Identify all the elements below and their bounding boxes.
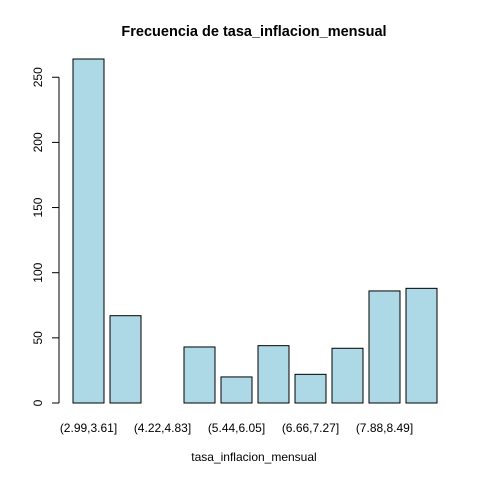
x-tick-label-(4.22,4.83]: (4.22,4.83]	[134, 421, 191, 435]
y-tick-label-200: 200	[31, 132, 45, 152]
bar-(4.83,5.44]	[183, 346, 216, 404]
bar-(7.27,7.88]	[331, 347, 364, 404]
bars-group	[72, 58, 438, 404]
bar-(5.44,6.05]	[220, 376, 253, 404]
x-tick-label-(7.88,8.49]: (7.88,8.49]	[356, 421, 413, 435]
y-tick-label-100: 100	[31, 262, 45, 282]
y-axis: 0 50 100 150 200 250	[31, 67, 60, 406]
y-tick-label-50: 50	[31, 331, 45, 345]
x-axis-title: tasa_inflacion_mensual	[191, 450, 316, 464]
bar-(7.88,8.49]	[368, 290, 401, 404]
y-tick-label-150: 150	[31, 197, 45, 217]
y-tick-label-250: 250	[31, 67, 45, 87]
y-tick-label-0: 0	[31, 399, 45, 406]
x-tick-label-(5.44,6.05]: (5.44,6.05]	[208, 421, 265, 435]
bar-(3.61,4.22]	[109, 315, 142, 404]
bar-(2.99,3.61]	[72, 58, 105, 404]
x-axis-labels: (2.99,3.61] (4.22,4.83] (5.44,6.05] (6.66,7…	[60, 421, 413, 435]
bar-(8.49,9.1]	[405, 287, 438, 404]
bar-(6.66,7.27]	[294, 373, 327, 404]
bar-(6.05,6.66]	[257, 345, 290, 404]
chart-title: Frecuencia de tasa_inflacion_mensual	[121, 24, 386, 40]
x-tick-label-(2.99,3.61]: (2.99,3.61]	[60, 421, 117, 435]
x-tick-label-(6.66,7.27]: (6.66,7.27]	[282, 421, 339, 435]
